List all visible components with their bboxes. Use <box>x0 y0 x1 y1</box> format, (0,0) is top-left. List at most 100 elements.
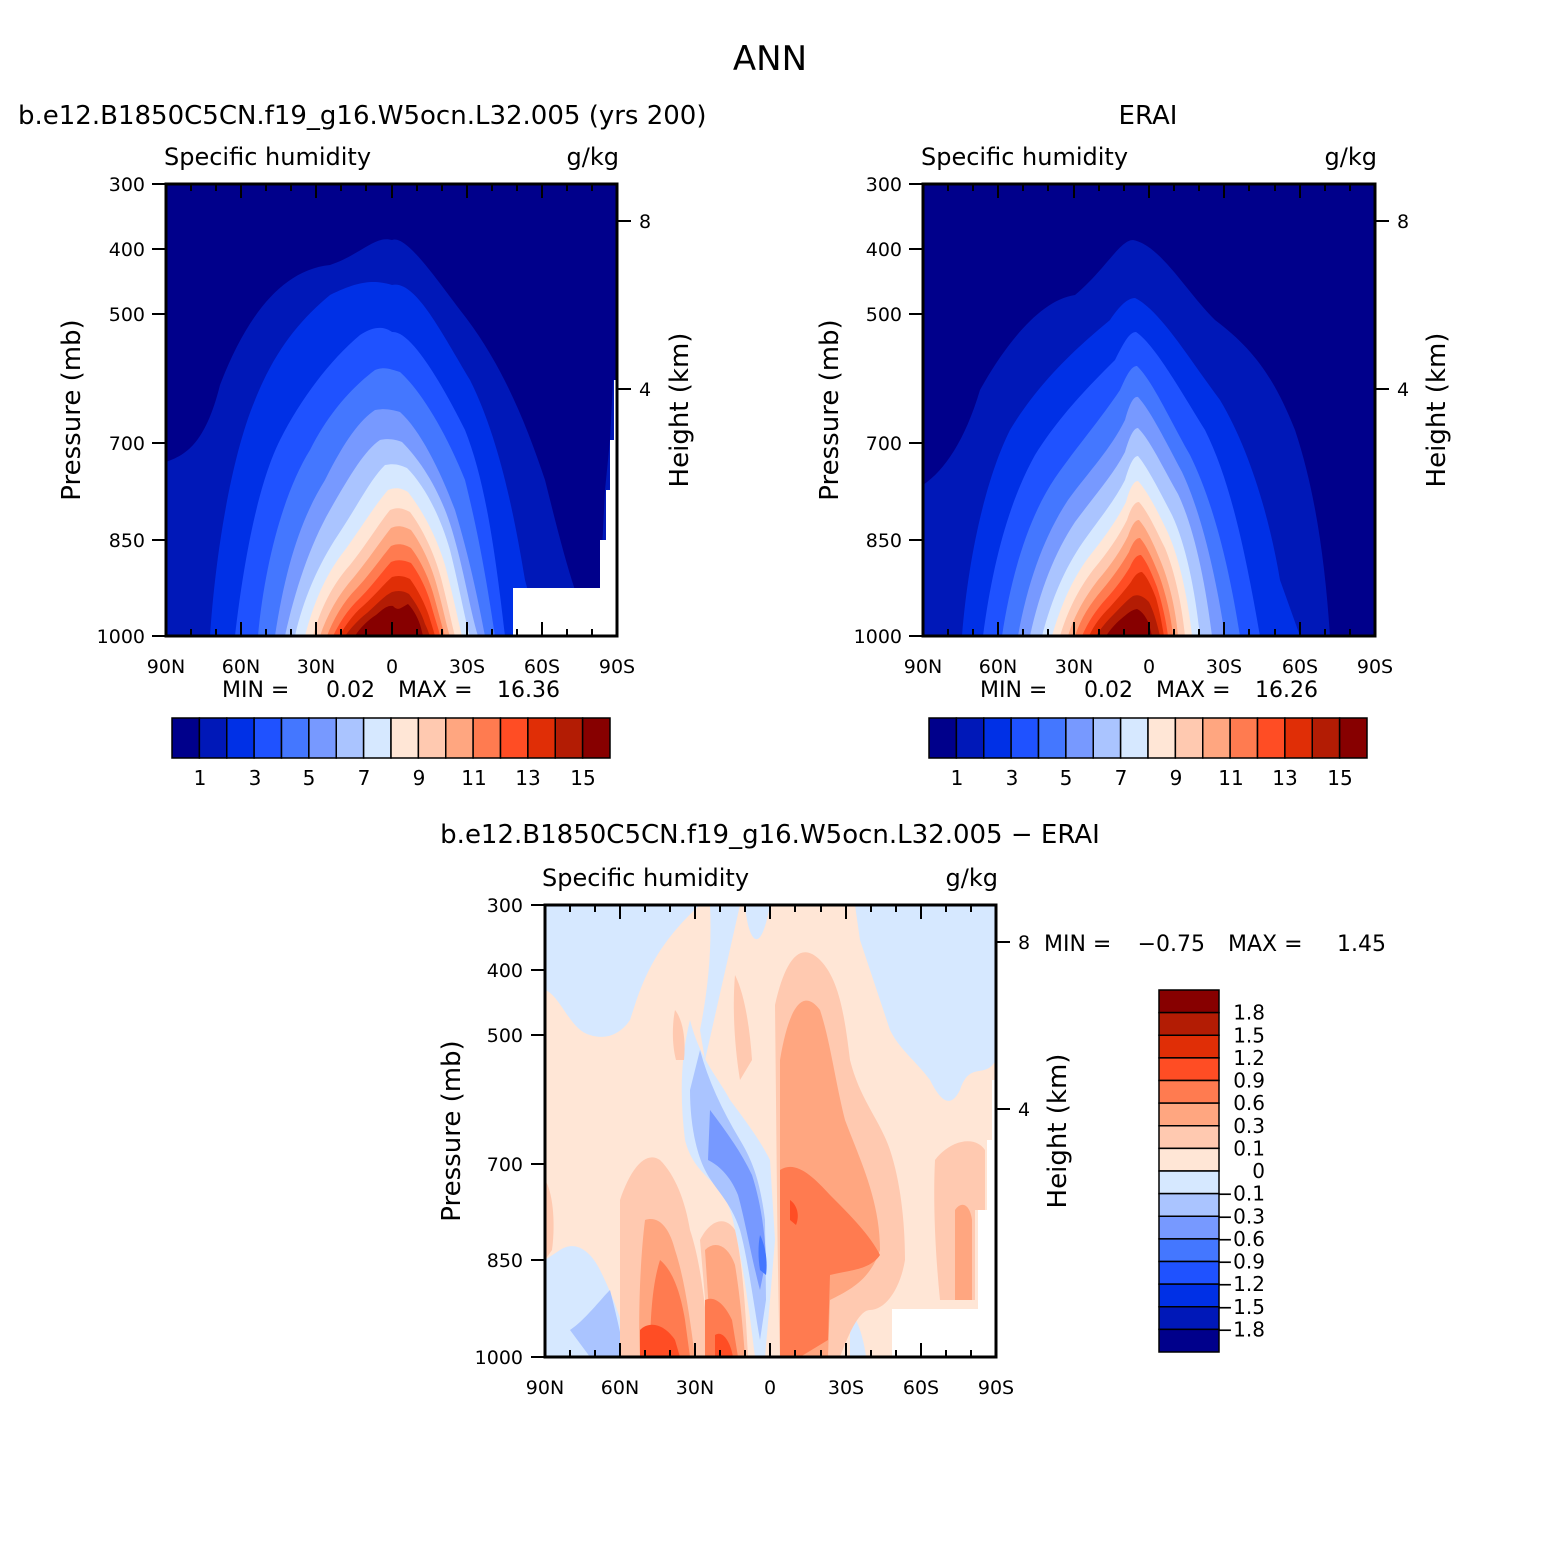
x-tick-label: 60N <box>222 656 260 678</box>
colorbar-tick-label: 15 <box>1327 766 1352 790</box>
panel-erai: ERAI Specific humidity g/kg 90N 60N <box>815 101 1452 790</box>
panel-model-colorbar <box>171 717 611 759</box>
panel-erai-variable: Specific humidity <box>921 143 1128 171</box>
y-tick-label: 300 <box>866 174 902 196</box>
colorbar-swatch <box>928 717 958 759</box>
panel-difference-ticks <box>531 904 1010 1358</box>
colorbar-swatch <box>527 717 556 759</box>
x-tick-label: 30N <box>1055 656 1093 678</box>
panel-model-variable: Specific humidity <box>164 143 371 171</box>
panel-erai-units: g/kg <box>1325 143 1377 171</box>
colorbar-swatch <box>171 717 201 759</box>
y-tick-label: 400 <box>109 239 145 261</box>
colorbar-swatch <box>226 717 255 759</box>
colorbar-swatch <box>472 717 502 759</box>
min-label: MIN = <box>980 678 1047 703</box>
colorbar-swatch <box>1202 717 1231 759</box>
y-right-tick-label: 4 <box>639 379 651 401</box>
colorbar-tick-label: 5 <box>303 766 316 790</box>
max-value: 1.45 <box>1337 932 1386 957</box>
x-tick-label: 90S <box>978 1377 1014 1399</box>
colorbar-swatch <box>280 717 310 759</box>
y-tick-label: 500 <box>866 304 902 326</box>
colorbar-tick-label: 1.2 <box>1233 1046 1265 1070</box>
x-tick-label: 30S <box>449 656 485 678</box>
colorbar-swatch <box>1092 717 1122 759</box>
colorbar-tick-label: −1.5 <box>1216 1295 1265 1319</box>
colorbar-swatch <box>445 717 474 759</box>
colorbar-tick-label: 9 <box>1170 766 1183 790</box>
y-tick-label: 1000 <box>854 626 902 648</box>
x-tick-label: 0 <box>386 656 398 678</box>
colorbar-swatch <box>1158 1283 1220 1308</box>
colorbar-tick-label: −0.6 <box>1216 1227 1265 1251</box>
panel-model-ticks <box>152 183 631 637</box>
y-right-axis-label: Height (km) <box>1422 333 1452 488</box>
max-label: MAX = <box>1156 678 1231 703</box>
colorbar-swatch <box>1158 1170 1220 1195</box>
panel-model-units: g/kg <box>567 143 619 171</box>
max-value: 16.26 <box>1255 678 1318 703</box>
colorbar-swatch <box>1338 717 1368 759</box>
min-label: MIN = <box>222 678 289 703</box>
y-axis-label: Pressure (mb) <box>815 319 845 500</box>
y-tick-label: 700 <box>866 433 902 455</box>
panel-erai-title: ERAI <box>1119 101 1178 131</box>
y-tick-label: 700 <box>109 433 145 455</box>
panel-difference-units: g/kg <box>946 864 998 892</box>
colorbar-swatch <box>1158 1011 1220 1036</box>
colorbar-swatch <box>955 717 985 759</box>
colorbar-swatch <box>1158 1192 1220 1217</box>
colorbar-tick-label: 7 <box>1115 766 1128 790</box>
x-tick-label: 60S <box>903 1377 939 1399</box>
y-right-tick-label: 8 <box>1018 932 1030 954</box>
y-axis-label: Pressure (mb) <box>437 1040 467 1221</box>
x-tick-label: 0 <box>1143 656 1155 678</box>
colorbar-swatch <box>1158 1238 1220 1263</box>
panel-difference-variable: Specific humidity <box>542 864 749 892</box>
panel-model-field <box>166 184 617 637</box>
colorbar-tick-label: 1.8 <box>1233 1001 1265 1025</box>
min-value: 0.02 <box>326 678 375 703</box>
colorbar-swatch <box>1229 717 1259 759</box>
colorbar-tick-label: −1.8 <box>1216 1317 1265 1341</box>
colorbar-tick-label: 7 <box>358 766 371 790</box>
colorbar-tick-label: 0.3 <box>1233 1114 1265 1138</box>
x-tick-label: 60N <box>979 656 1017 678</box>
colorbar-swatch <box>983 717 1012 759</box>
panel-erai-colorbar <box>928 717 1368 759</box>
panel-difference: b.e12.B1850C5CN.f19_g16.W5ocn.L32.005 − … <box>437 820 1386 1399</box>
colorbar-swatch <box>1256 717 1286 759</box>
colorbar-tick-label: −0.9 <box>1216 1250 1265 1274</box>
colorbar-swatch <box>1158 1306 1220 1331</box>
colorbar-tick-label: −1.2 <box>1216 1272 1265 1296</box>
x-tick-label: 60N <box>601 1377 639 1399</box>
panel-model-title: b.e12.B1850C5CN.f19_g16.W5ocn.L32.005 (y… <box>18 101 707 131</box>
colorbar-tick-label: 13 <box>515 766 540 790</box>
colorbar-swatch <box>253 717 283 759</box>
y-tick-label: 850 <box>109 530 145 552</box>
colorbar-tick-label: 1 <box>951 766 964 790</box>
min-value: −0.75 <box>1138 932 1205 957</box>
x-tick-label: 90N <box>147 656 185 678</box>
colorbar-tick-label: −0.1 <box>1216 1182 1265 1206</box>
colorbar-swatch <box>1284 717 1313 759</box>
panel-erai-field <box>923 184 1375 636</box>
colorbar-tick-label: 11 <box>461 766 486 790</box>
panel-difference-title: b.e12.B1850C5CN.f19_g16.W5ocn.L32.005 − … <box>440 820 1100 850</box>
colorbar-tick-label: 0.6 <box>1233 1091 1265 1115</box>
min-label: MIN = <box>1044 932 1111 957</box>
y-axis-label: Pressure (mb) <box>57 319 87 500</box>
colorbar-swatch <box>335 717 365 759</box>
y-tick-label: 1000 <box>475 1347 523 1369</box>
colorbar-swatch <box>1158 1215 1220 1240</box>
colorbar-swatch <box>554 717 584 759</box>
colorbar-swatch <box>1158 1147 1220 1172</box>
colorbar-tick-label: 3 <box>1006 766 1019 790</box>
colorbar-swatch <box>1147 717 1177 759</box>
colorbar-tick-label: 1 <box>194 766 207 790</box>
colorbar-swatch <box>499 717 529 759</box>
colorbar-swatch <box>390 717 420 759</box>
y-tick-label: 1000 <box>97 626 145 648</box>
